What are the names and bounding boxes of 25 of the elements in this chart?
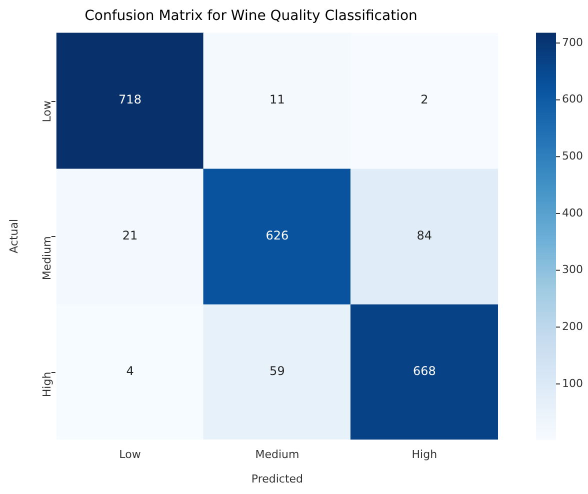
color-bar-label: 100 xyxy=(562,376,583,390)
color-bar-label: 400 xyxy=(562,206,583,220)
data-label: 11 xyxy=(270,92,285,107)
y-tick-label: Medium xyxy=(40,236,54,280)
color-bar-label: 600 xyxy=(562,92,583,106)
color-bar-label: 500 xyxy=(562,150,583,163)
data-label: 84 xyxy=(416,228,432,242)
chart-title: Confusion Matrix for Wine Quality Classification xyxy=(84,8,418,24)
x-tick-label: Medium xyxy=(255,448,300,462)
data-label: 668 xyxy=(412,364,436,378)
data-label: 59 xyxy=(270,364,285,378)
x-tick-label: High xyxy=(412,448,438,462)
color-bar-label: 700 xyxy=(562,36,583,49)
data-label: 718 xyxy=(118,92,142,107)
data-label: 2 xyxy=(420,92,428,107)
color-bar-label: 200 xyxy=(562,320,583,333)
y-axis-title: Actual xyxy=(7,218,20,254)
y-tick-label: Low xyxy=(40,100,54,122)
color-bar-label: 300 xyxy=(562,263,583,276)
x-tick-label: Low xyxy=(119,448,141,462)
data-label: 21 xyxy=(122,228,138,242)
data-label: 626 xyxy=(266,228,289,242)
x-axis-title: Predicted xyxy=(251,472,304,486)
y-tick-label: High xyxy=(40,372,54,398)
data-label: 4 xyxy=(126,364,134,378)
